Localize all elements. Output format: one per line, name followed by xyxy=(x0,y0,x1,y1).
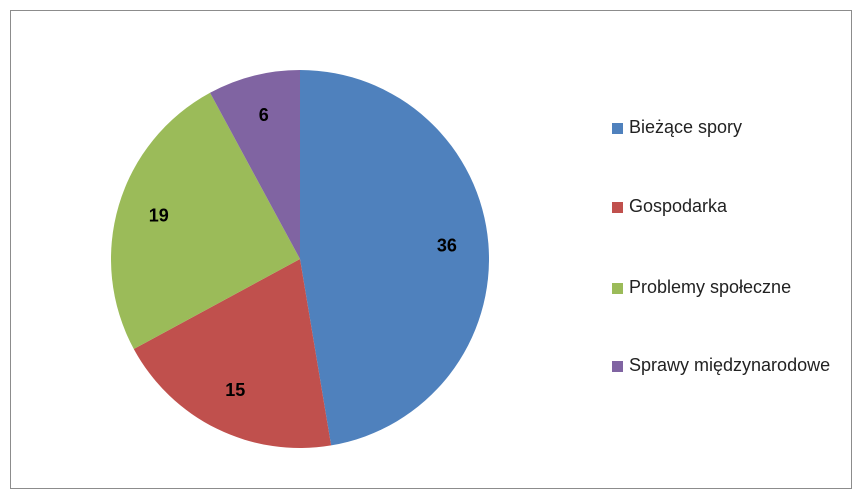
data-label: 36 xyxy=(437,236,457,256)
legend-swatch xyxy=(612,202,623,213)
pie-slice xyxy=(111,92,300,349)
data-label: 6 xyxy=(259,105,269,125)
legend-swatch xyxy=(612,361,623,372)
legend-swatch xyxy=(612,283,623,294)
legend-entry: Sprawy międzynarodowe xyxy=(612,355,834,381)
legend-entry: Problemy społeczne xyxy=(612,277,834,303)
data-label: 15 xyxy=(225,380,245,400)
legend-entry: Gospodarka xyxy=(612,196,834,222)
legend-label: Bieżące spory xyxy=(629,117,743,137)
pie-slice xyxy=(133,259,332,448)
legend-label: Gospodarka xyxy=(629,196,728,216)
legend-label: Problemy społeczne xyxy=(629,277,792,297)
pie-slice xyxy=(300,70,489,446)
pie-slice xyxy=(210,70,300,259)
data-label: 19 xyxy=(149,206,169,226)
legend-entry: Bieżące spory xyxy=(612,117,834,143)
legend-label: Sprawy międzynarodowe xyxy=(629,355,831,375)
legend-swatch xyxy=(612,123,623,134)
